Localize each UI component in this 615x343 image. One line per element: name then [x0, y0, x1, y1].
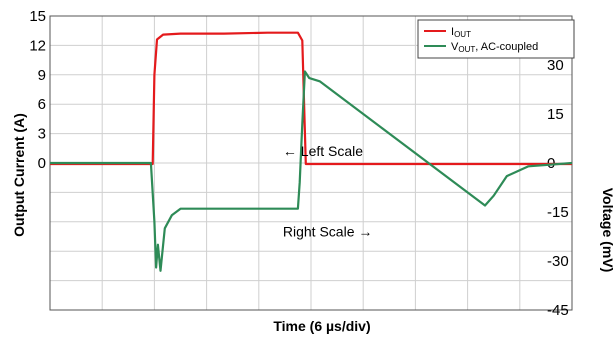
x-axis-title: Time (6 µs/div) — [273, 318, 370, 334]
right-tick-label: -30 — [547, 253, 569, 270]
legend-label: IOUT — [451, 26, 471, 39]
right-tick-label: 30 — [547, 57, 564, 74]
series-line-vout — [50, 70, 573, 272]
series-line-iout — [50, 31, 572, 166]
left-tick-label: 6 — [38, 96, 46, 113]
legend-label: VOUT, AC-coupled — [451, 41, 538, 54]
series-lines — [50, 31, 573, 272]
right-tick-label: 15 — [547, 106, 564, 123]
left-tick-label: 12 — [29, 37, 46, 54]
right-axis-title: Voltage (mV) — [600, 188, 615, 273]
annotation-left-scale: ← Left Scale — [283, 143, 363, 159]
left-axis-ticks: 15 12 9 6 3 0 — [29, 8, 46, 172]
annotations: ← Left Scale Right Scale → — [283, 143, 372, 239]
right-tick-label: -15 — [547, 204, 569, 221]
left-tick-label: 0 — [38, 155, 46, 172]
left-tick-label: 9 — [38, 67, 46, 84]
annotation-right-scale: Right Scale → — [283, 224, 372, 240]
left-tick-label: 15 — [29, 8, 46, 25]
right-tick-label: -45 — [547, 302, 569, 319]
legend: IOUT VOUT, AC-coupled — [417, 19, 575, 59]
left-axis-title: Output Current (A) — [11, 113, 27, 237]
left-tick-label: 3 — [38, 126, 46, 143]
